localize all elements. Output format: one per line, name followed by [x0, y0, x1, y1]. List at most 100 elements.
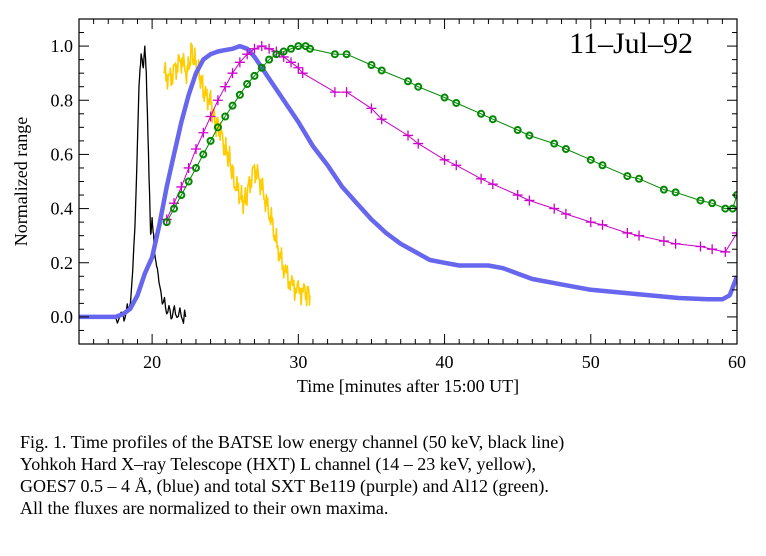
series-line — [114, 45, 187, 324]
data-point-plus — [707, 244, 718, 255]
data-point-plus — [227, 68, 238, 79]
data-point-circle — [452, 98, 461, 107]
data-point-plus — [732, 227, 737, 238]
data-point-plus — [256, 41, 267, 52]
series-hxt-l-14-23-kev — [163, 42, 311, 307]
data-point-plus — [695, 241, 706, 252]
data-point-circle — [287, 44, 296, 53]
data-point-plus — [524, 195, 535, 206]
series-batse-50-kev — [114, 45, 187, 324]
data-point-plus — [190, 144, 201, 154]
data-point-circle — [279, 47, 288, 56]
data-point-circle — [170, 204, 179, 213]
data-point-circle — [228, 101, 237, 110]
data-point-circle — [184, 177, 193, 186]
data-point-plus — [487, 179, 498, 190]
data-point-circle — [525, 131, 534, 140]
data-point-circle — [265, 55, 274, 64]
data-point-circle — [623, 172, 632, 181]
data-point-plus — [560, 209, 571, 219]
data-point-plus — [720, 246, 731, 257]
y-tick-labels: 0.0 0.2 0.4 0.6 0.8 1.0 — [51, 36, 74, 327]
data-point-plus — [439, 154, 450, 165]
data-point-circle — [635, 174, 644, 183]
data-point-circle — [367, 61, 376, 70]
caption-line: All the fluxes are normalized to their o… — [20, 498, 389, 518]
figure-caption: Fig. 1. Time profiles of the BATSE low e… — [20, 431, 760, 519]
data-point-plus — [198, 127, 209, 138]
data-point-plus — [205, 111, 216, 122]
caption-line: GOES7 0.5 – 4 Å, (blue) and total SXT Be… — [20, 476, 549, 496]
data-point-plus — [413, 138, 424, 149]
data-point-plus — [549, 203, 560, 214]
data-point-plus — [376, 114, 387, 125]
data-point-plus — [366, 103, 377, 114]
series-line — [163, 42, 311, 307]
data-point-circle — [404, 77, 412, 86]
data-point-plus — [297, 68, 308, 79]
data-point-circle — [598, 161, 607, 170]
data-point-circle — [235, 90, 244, 99]
data-point-plus — [293, 62, 304, 73]
caption-line: Fig. 1. Time profiles of the BATSE low e… — [20, 432, 565, 452]
data-point-circle — [213, 123, 222, 132]
data-point-circle — [671, 188, 680, 197]
series-sxt-be119 — [161, 41, 737, 257]
y-tick-label: 0.4 — [51, 199, 74, 219]
data-point-circle — [221, 112, 230, 121]
data-point-circle — [257, 63, 266, 72]
series-line — [79, 43, 737, 320]
data-point-circle — [477, 109, 486, 118]
data-point-circle — [659, 185, 668, 194]
data-point-circle — [306, 44, 315, 53]
y-axis-title: Normalized range — [11, 117, 31, 246]
data-point-circle — [696, 196, 705, 205]
data-point-plus — [597, 219, 608, 230]
data-point-circle — [488, 115, 497, 124]
data-point-circle — [272, 50, 281, 59]
x-tick-label: 30 — [289, 352, 307, 372]
series-line — [166, 45, 737, 253]
series-sxt-al12 — [162, 42, 737, 227]
data-point-plus — [341, 87, 352, 98]
chart-svg: 20 30 40 50 60 0.0 0.2 0.4 0.6 0.8 1.0 Time [minu… — [11, 18, 746, 396]
series-goes7-0-5-4- — [79, 43, 737, 320]
data-point-plus — [220, 81, 231, 92]
data-point-circle — [294, 42, 303, 51]
data-point-circle — [162, 218, 171, 227]
x-tick-label: 20 — [143, 352, 161, 372]
x-tick-label: 60 — [728, 352, 746, 372]
y-tick-label: 0.2 — [51, 253, 74, 273]
x-tick-label: 50 — [582, 352, 600, 372]
y-tick-label: 1.0 — [51, 36, 74, 56]
data-point-circle — [550, 139, 559, 148]
series-line — [166, 45, 737, 223]
x-tick-label: 40 — [436, 352, 454, 372]
data-point-circle — [708, 199, 717, 208]
data-point-plus — [242, 49, 253, 60]
data-point-circle — [586, 155, 595, 164]
data-point-plus — [234, 57, 245, 68]
data-point-circle — [342, 50, 351, 59]
data-point-circle — [177, 191, 186, 200]
data-point-circle — [377, 66, 386, 75]
data-point-plus — [403, 130, 413, 141]
x-axis-title: Time [minutes after 15:00 UT] — [297, 376, 519, 396]
data-point-plus — [212, 95, 223, 106]
y-tick-label: 0.0 — [51, 307, 74, 327]
x-tick-labels: 20 30 40 50 60 — [143, 352, 746, 372]
data-point-circle — [440, 93, 449, 102]
data-point-plus — [476, 173, 487, 184]
date-annotation: 11–Jul–92 — [569, 27, 693, 60]
series-layer — [79, 41, 737, 324]
data-point-circle — [330, 50, 339, 59]
data-point-circle — [243, 80, 252, 88]
y-tick-label: 0.8 — [51, 90, 74, 110]
data-point-circle — [414, 82, 423, 91]
data-point-plus — [249, 43, 260, 54]
caption-line: Yohkoh Hard X–ray Telescope (HXT) L chan… — [20, 454, 536, 474]
data-point-circle — [191, 163, 200, 172]
data-point-circle — [561, 145, 570, 153]
data-point-circle — [199, 150, 208, 159]
data-point-circle — [206, 136, 215, 145]
